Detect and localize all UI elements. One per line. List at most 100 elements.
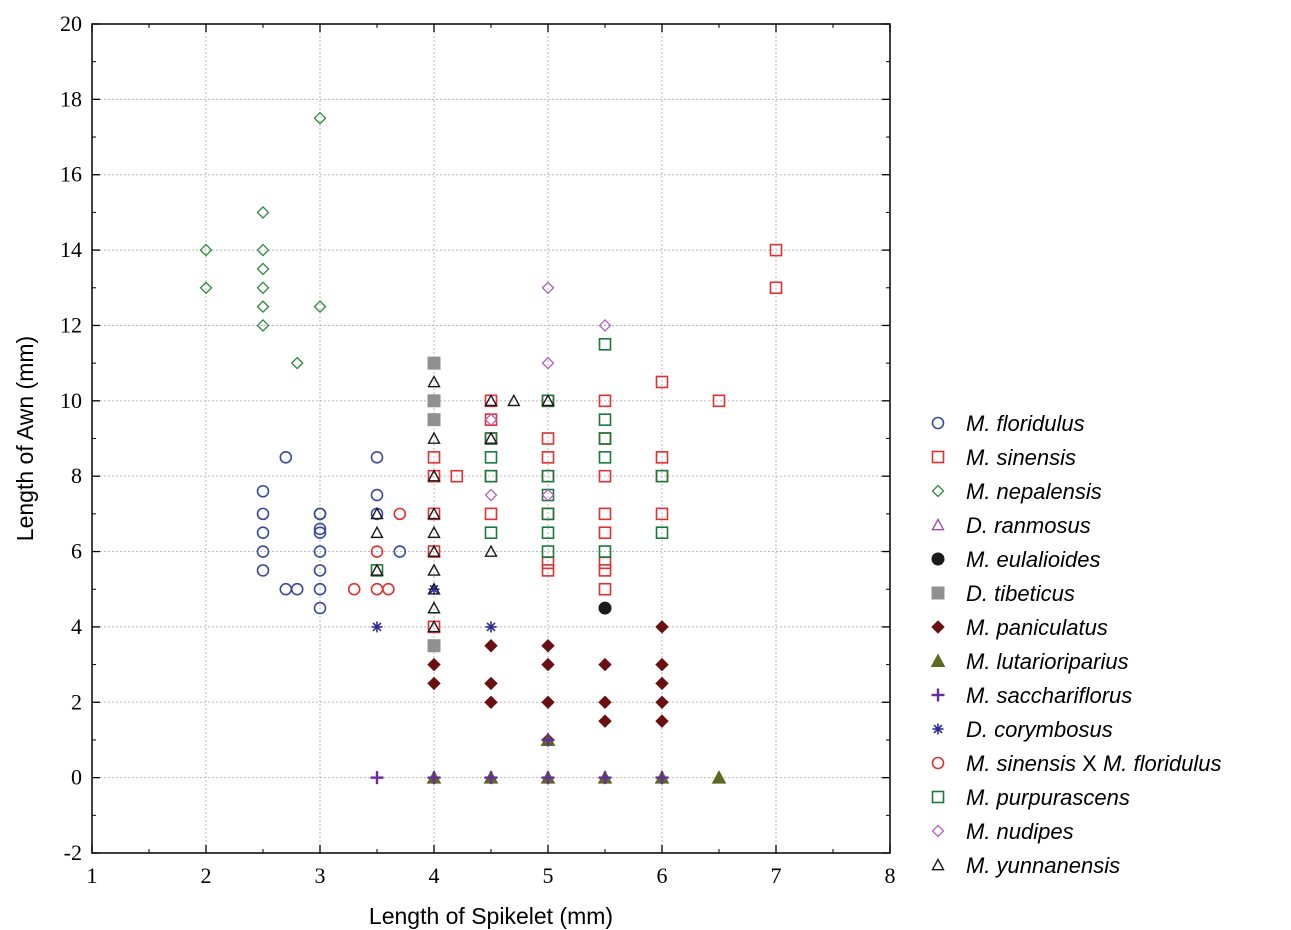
data-point	[370, 563, 384, 576]
series-m-paniculatus	[427, 620, 669, 747]
series-m-lutarioriparius	[426, 732, 727, 784]
series-m-floridulus	[256, 451, 407, 615]
data-point	[279, 582, 293, 596]
series-m-yunnanensis	[370, 375, 555, 633]
data-point	[371, 621, 383, 633]
data-points	[199, 111, 783, 785]
legend-label: M. eulalioides	[966, 547, 1101, 572]
legend-label: M. lutarioriparius	[966, 649, 1129, 674]
data-point	[655, 375, 669, 389]
x-tick-label: 4	[429, 863, 440, 888]
series-m-nudipes	[484, 281, 612, 502]
data-point	[256, 545, 270, 558]
data-point	[427, 506, 441, 520]
data-point	[256, 243, 270, 257]
data-point	[484, 432, 498, 445]
data-point	[484, 695, 498, 709]
legend-marker	[931, 824, 945, 838]
data-point	[541, 281, 555, 295]
y-tick-label: 8	[71, 463, 82, 488]
data-point	[541, 507, 555, 521]
legend: M. floridulus M. sinensis M. nepalensis D. …	[930, 411, 1222, 878]
data-point	[541, 771, 555, 785]
data-point	[427, 356, 441, 370]
data-point	[598, 526, 612, 540]
data-point	[290, 582, 304, 596]
data-point	[256, 507, 270, 521]
data-point	[598, 432, 612, 445]
data-point	[427, 413, 441, 427]
data-point	[427, 771, 441, 785]
y-tick-label: 18	[60, 86, 82, 111]
data-point	[427, 451, 441, 464]
data-point	[598, 337, 612, 351]
data-point	[598, 319, 612, 332]
legend-label: D. tibeticus	[966, 581, 1075, 606]
data-point	[256, 205, 270, 219]
data-point	[655, 771, 669, 785]
y-tick-label: 2	[71, 689, 82, 714]
y-tick-label: 14	[60, 237, 82, 262]
data-point	[484, 488, 498, 502]
legend-marker	[931, 518, 945, 531]
data-point	[313, 111, 327, 125]
data-point	[347, 582, 361, 596]
x-tick-label: 2	[201, 863, 212, 888]
legend-marker	[931, 586, 945, 600]
x-tick-label: 3	[315, 863, 326, 888]
data-point	[541, 526, 555, 540]
data-point	[484, 771, 498, 785]
data-point	[541, 545, 555, 558]
data-point	[541, 393, 555, 407]
legend-marker	[931, 688, 945, 702]
legend-marker	[932, 723, 944, 735]
data-point	[199, 281, 213, 295]
legend-label: D. ranmosus	[966, 513, 1091, 538]
data-point	[655, 676, 669, 691]
data-point	[427, 375, 441, 388]
data-point	[655, 657, 669, 672]
data-point	[598, 432, 612, 445]
data-point	[655, 526, 669, 540]
ast-d2	[372, 622, 382, 632]
legend-marker	[931, 858, 945, 871]
data-point	[598, 507, 612, 521]
series-m-sinensis	[427, 243, 783, 634]
series-d-tibeticus	[427, 356, 441, 653]
data-point	[427, 582, 441, 595]
data-point	[427, 657, 441, 672]
data-point	[370, 525, 384, 539]
data-point	[541, 488, 555, 502]
data-point	[598, 714, 612, 728]
data-point	[541, 469, 555, 483]
data-point	[393, 545, 407, 558]
data-point	[598, 556, 612, 570]
legend-marker	[931, 756, 945, 770]
x-tick-label: 1	[87, 863, 98, 888]
data-point	[484, 639, 498, 653]
data-point	[598, 545, 612, 558]
legend-label: M. nudipes	[966, 819, 1074, 844]
data-point	[313, 507, 327, 521]
data-point	[256, 319, 270, 332]
data-point	[427, 469, 441, 482]
data-point	[541, 564, 555, 577]
data-point	[484, 451, 498, 464]
data-point	[598, 394, 612, 408]
data-point	[598, 451, 612, 464]
data-point	[256, 281, 270, 295]
series-d-corymbosus	[371, 583, 497, 633]
legend-label: M. sinensis	[966, 445, 1076, 470]
data-point	[484, 431, 498, 444]
data-point	[655, 695, 669, 709]
data-point	[279, 451, 293, 464]
y-tick-label: 0	[71, 765, 82, 790]
grid-lines	[92, 24, 890, 853]
series-m-sacchariflorus	[370, 733, 669, 785]
data-point	[484, 413, 498, 427]
x-tick-label: 5	[543, 863, 554, 888]
data-point	[655, 714, 669, 728]
data-point	[427, 619, 441, 633]
legend-marker	[931, 552, 945, 566]
data-point	[427, 563, 441, 576]
